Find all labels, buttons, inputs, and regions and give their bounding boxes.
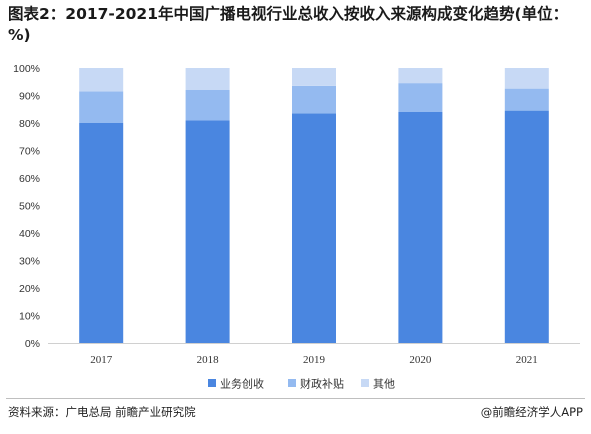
x-tick-label: 2017 (90, 354, 113, 366)
y-tick-label: 40% (19, 228, 40, 240)
y-tick-label: 80% (19, 118, 40, 130)
x-tick-label: 2019 (303, 354, 326, 366)
bar-segment-2019-1 (292, 113, 336, 343)
footer-divider (6, 398, 585, 399)
bar-segment-2021-1 (504, 110, 549, 343)
bar-segment-2021-2 (504, 88, 549, 111)
bar-segment-2021-3 (504, 68, 549, 89)
bar-segment-2020-2 (398, 83, 443, 112)
bar-segment-2017-3 (79, 68, 124, 92)
y-tick-label: 70% (19, 146, 40, 158)
legend-label: 其他 (373, 378, 395, 391)
bar-segment-2018-2 (185, 90, 230, 121)
y-tick-label: 50% (19, 201, 40, 213)
legend: 业务创收 财政补贴 其他 (208, 377, 395, 391)
y-tick-label: 0% (25, 338, 40, 350)
x-axis: 2017 2018 2019 2020 2021 (48, 343, 580, 366)
x-tick-label: 2018 (197, 354, 220, 366)
bar-segment-2019-2 (292, 85, 336, 114)
bar-segment-2018-1 (185, 120, 230, 343)
bar-segment-2020-3 (398, 68, 443, 84)
y-tick-label: 100% (13, 63, 40, 75)
source-note: 资料来源：广电总局 前瞻产业研究院 (8, 405, 196, 419)
bars (79, 68, 549, 343)
bar-segment-2017-2 (79, 91, 124, 123)
y-tick-label: 30% (19, 256, 40, 268)
y-axis: 0% 10% 20% 30% 40% 50% 60% 70% 80% 90% 100% (13, 63, 40, 350)
x-tick-label: 2020 (409, 354, 432, 366)
legend-swatch (361, 379, 369, 387)
y-tick-label: 20% (19, 283, 40, 295)
y-tick-label: 90% (19, 91, 40, 103)
bar-segment-2017-1 (79, 123, 124, 343)
y-tick-label: 60% (19, 173, 40, 185)
legend-label: 业务创收 (220, 377, 264, 391)
credit-note: @前瞻经济学人APP (480, 405, 583, 419)
y-tick-label: 10% (19, 311, 40, 323)
bar-segment-2018-3 (185, 68, 230, 90)
bar-segment-2020-1 (398, 112, 443, 343)
x-tick-label: 2021 (516, 354, 538, 366)
bar-segment-2019-3 (292, 68, 336, 86)
legend-swatch (288, 379, 296, 387)
legend-swatch (208, 379, 216, 387)
legend-label: 财政补贴 (300, 377, 344, 391)
chart-title: 图表2：2017-2021年中国广播电视行业总收入按收入来源构成变化趋势(单位：… (8, 5, 569, 44)
